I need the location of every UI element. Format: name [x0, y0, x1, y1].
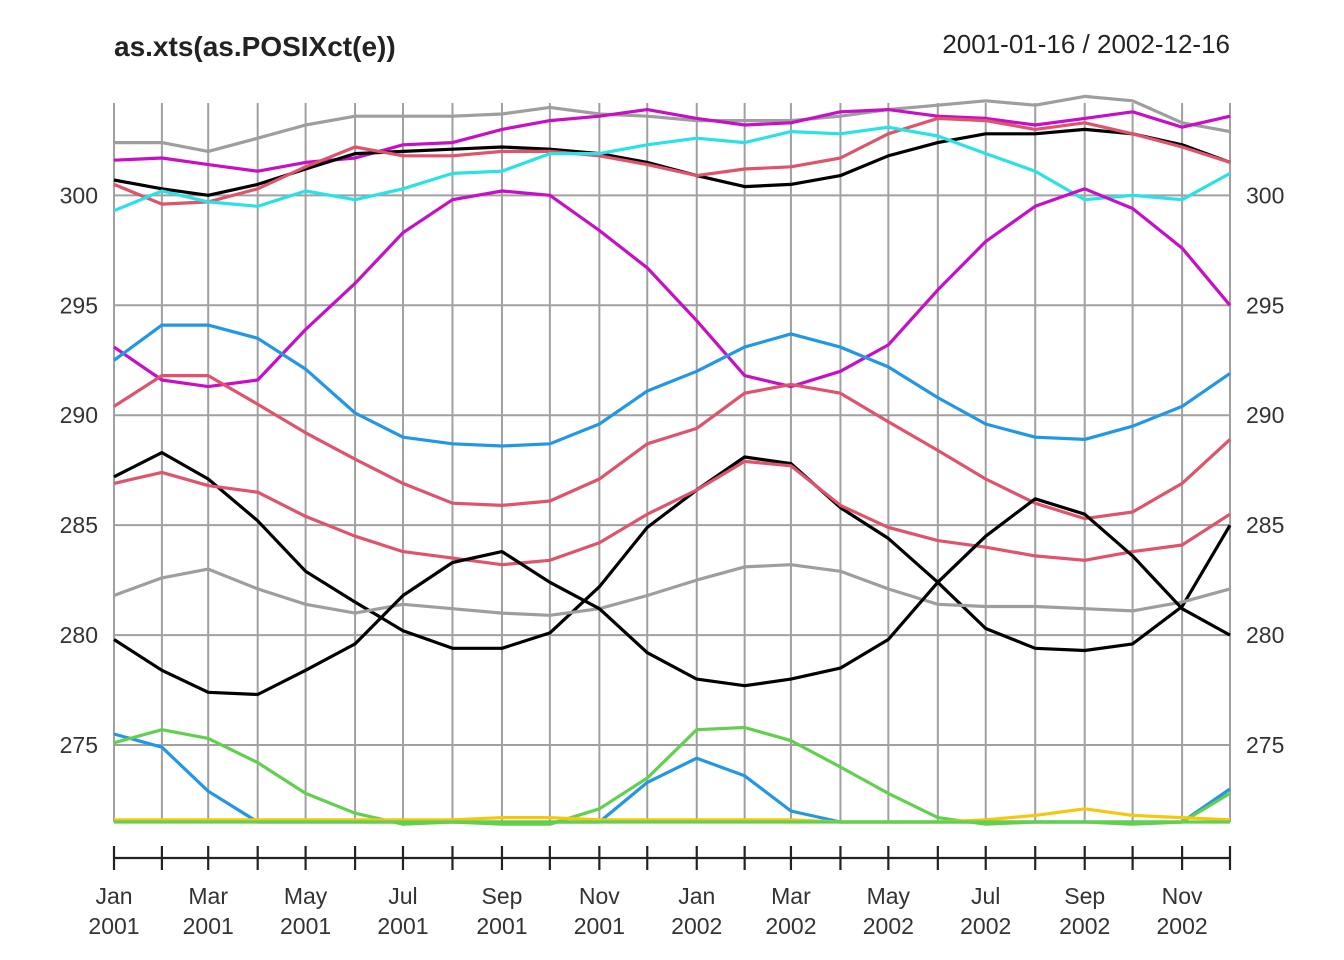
- x-tick-label-year: 2001: [280, 913, 331, 939]
- x-tick-label-year: 2001: [574, 913, 625, 939]
- x-tick-label-year: 2002: [960, 913, 1011, 939]
- y-tick-label-right: 295: [1246, 292, 1284, 318]
- y-tick-label-right: 280: [1246, 622, 1284, 648]
- series-line: [113, 187, 1232, 389]
- y-axis-labels: 275 275 280 280 285 285 290 290 295 295 300 300: [60, 182, 1285, 758]
- x-tick-label-month: Sep: [1064, 883, 1105, 909]
- series-lines: [113, 94, 1232, 826]
- series-line: [113, 725, 1231, 826]
- x-tick-label-year: 2002: [863, 913, 914, 939]
- y-tick-label-left: 285: [60, 512, 98, 538]
- x-tick-label-year: 2002: [671, 913, 722, 939]
- grid: [113, 103, 1231, 822]
- x-tick-label-month: Nov: [579, 883, 620, 909]
- x-tick-label-year: 2001: [183, 913, 234, 939]
- series-line: [113, 563, 1231, 617]
- y-tick-label-left: 295: [60, 292, 98, 318]
- x-tick-label-month: May: [284, 883, 328, 909]
- y-tick-label-right: 290: [1246, 402, 1284, 428]
- x-tick-label-month: Sep: [481, 883, 522, 909]
- series-line: [113, 374, 1232, 521]
- y-tick-label-right: 300: [1246, 182, 1284, 208]
- x-tick-label-year: 2001: [377, 913, 428, 939]
- x-tick-label-year: 2001: [88, 913, 139, 939]
- x-tick-label-month: Mar: [188, 883, 228, 909]
- series-line: [114, 807, 1231, 824]
- y-tick-label-right: 275: [1246, 732, 1284, 758]
- x-tick-label-year: 2002: [1157, 913, 1208, 939]
- x-tick-label-month: Mar: [771, 883, 811, 909]
- series-line: [113, 107, 1231, 173]
- x-tick-label-month: May: [867, 883, 911, 909]
- x-tick-label-month: Nov: [1162, 883, 1203, 909]
- series-line: [113, 497, 1231, 697]
- series-line: [113, 125, 1231, 213]
- y-tick-label-right: 285: [1246, 512, 1284, 538]
- x-tick-label-month: Jul: [388, 883, 417, 909]
- x-axis: Jan 2001 Mar 2001 May 2001 Jul 2001 Sep 2001 Nov 20…: [88, 846, 1232, 939]
- series-line: [114, 94, 1231, 153]
- series-line: [113, 323, 1231, 448]
- y-tick-label-left: 275: [60, 732, 98, 758]
- y-tick-label-left: 280: [60, 622, 98, 648]
- x-tick-label-month: Jan: [95, 883, 132, 909]
- y-tick-label-left: 300: [60, 182, 98, 208]
- series-line: [113, 116, 1231, 206]
- x-tick-label-year: 2002: [765, 913, 816, 939]
- x-tick-label-month: Jan: [678, 883, 715, 909]
- series-line: [113, 459, 1231, 567]
- x-tick-label-month: Jul: [971, 883, 1000, 909]
- date-range-label: 2001-01-16 / 2002-12-16: [942, 29, 1230, 59]
- chart-title: as.xts(as.POSIXct(e)): [114, 31, 396, 62]
- series-line: [113, 451, 1232, 653]
- y-tick-label-left: 290: [60, 402, 98, 428]
- x-tick-label-year: 2001: [476, 913, 527, 939]
- x-tick-label-year: 2002: [1059, 913, 1110, 939]
